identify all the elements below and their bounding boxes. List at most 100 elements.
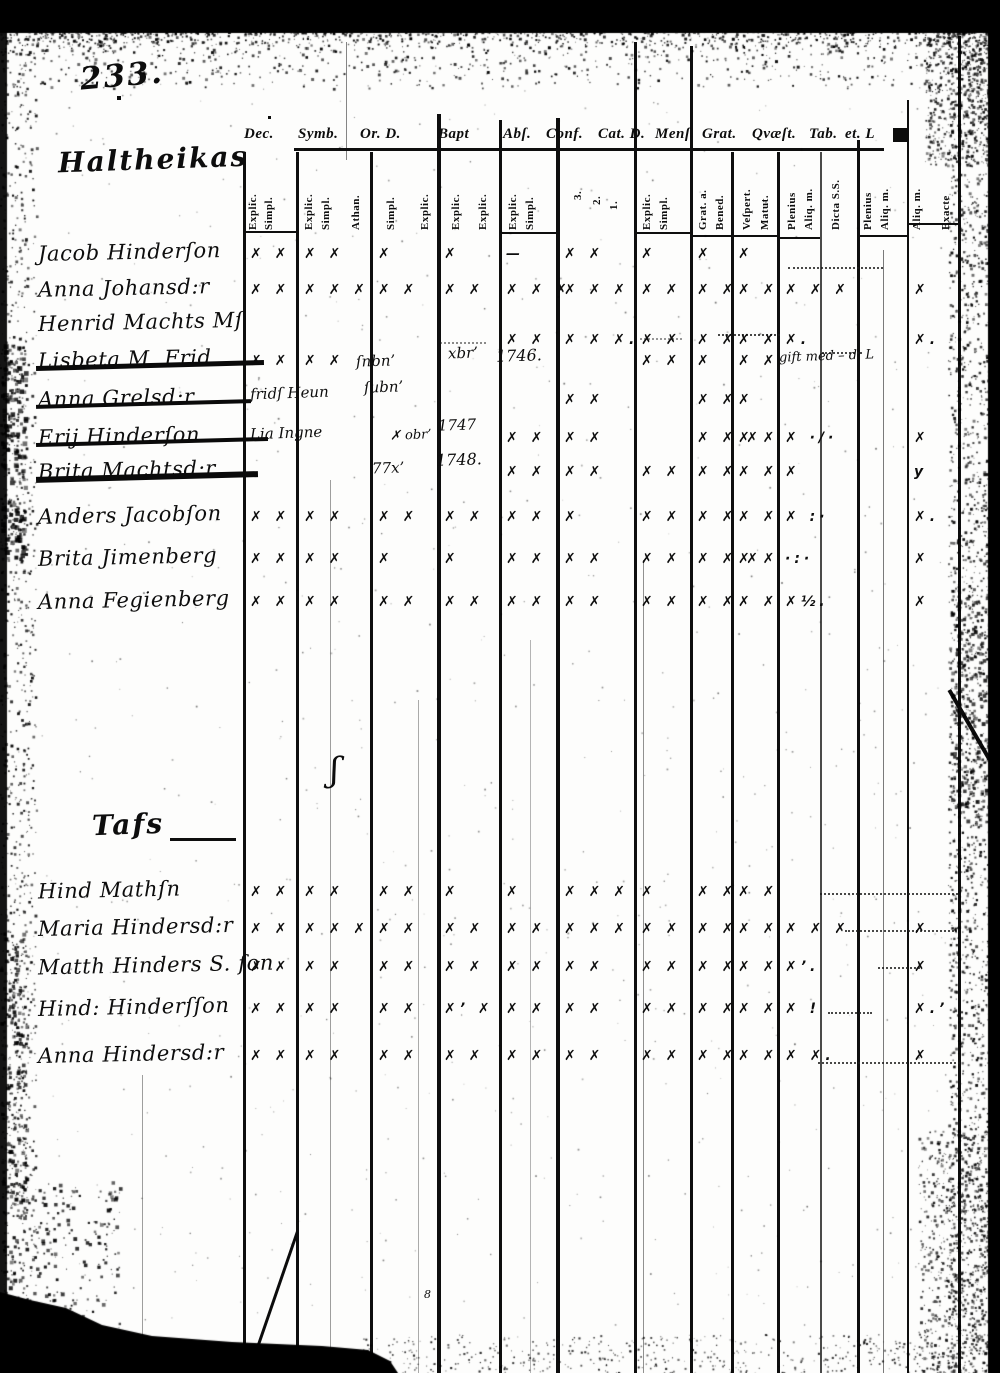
mark-cell: ✗ ✗ ✗. [564,332,639,348]
mark-cell: ✗ ✗ [738,884,779,900]
mark-cell: ✗ [914,551,930,567]
dotted-rule [788,267,883,269]
column-group-label: Conf. [546,126,584,142]
mark-cell: ✗ ✗ [506,509,547,525]
table-column-rule [820,152,822,1373]
mark-cell: ✗ ✗ [641,332,682,348]
column-sublabel: Plenius [862,192,874,230]
mark-cell: ✗ ✗ [304,884,345,900]
handwritten-annotation: 77x’ [371,458,405,478]
column-sublabel: Explic. [507,193,519,230]
mark-cell: ✗ ✗ [697,332,738,348]
mark-cell: ✗ ✗ [738,509,779,525]
column-sublabel: Explic. [641,193,653,230]
mark-cell: ✗ ✗ [564,1048,605,1064]
mark-cell: ✗ ✗ [378,282,419,298]
mark-cell: ✗ ✗ [506,959,547,975]
column-sublabel: Simpl. [658,196,670,230]
column-group-label: Tab. [809,126,838,142]
mark-cell: ✗ ✗ [250,1048,291,1064]
column-group-label: et. L [845,126,875,142]
mark-cell: ✗ [914,921,930,937]
table-header-rule [777,237,820,239]
mark-cell: ✗ ✗ [641,464,682,480]
column-group-label: Grat. [702,126,737,142]
mark-cell: ✗.’ [914,1001,949,1017]
mark-cell: ✗ ✗ [641,353,682,369]
table-column-rule [346,42,347,160]
mark-cell: ✗ [697,246,713,262]
mark-cell: ✗ ✗ [250,551,291,567]
mark-cell: ✗ [914,282,930,298]
mark-cell: ✗ ✗ [304,246,345,262]
mark-cell: ✗. [914,509,940,525]
column-group-label: Cat. D. [598,126,646,142]
mark-cell: ✗ ✗ [304,353,345,369]
mark-cell: ✗ ✗ [250,884,291,900]
mark-cell: ✗. [785,332,811,348]
mark-cell: ✗ ✗ [697,392,738,408]
person-name: Henrid Machts Mſ [37,307,244,337]
mark-cell: ✗ ✗ [378,594,419,610]
mark-cell: ✗ ✗ [506,464,547,480]
mark-cell: ✗ ✗ [304,594,345,610]
mark-cell: ✗ ✗ [697,594,738,610]
stray-glyph: 8 [424,1288,431,1301]
column-sublabel: Aliq. m. [911,188,923,230]
mark-cell: ✗ [738,246,754,262]
table-column-rule [437,114,441,1373]
table-column-rule [370,152,373,1373]
stray-stroke [253,1231,299,1357]
mark-cell: ✗ ✗ [738,1001,779,1017]
column-sublabel: Explic. [450,193,462,230]
mark-cell: ✗ ✗ [738,1048,779,1064]
column-sublabel: Athan. [350,194,362,230]
mark-cell: ✗½. [785,594,829,610]
section-title-dash [170,838,236,841]
person-name: Maria Hindersd:r [37,912,234,942]
column-sublabel: Aliq. m. [803,188,815,230]
mark-cell: ✗ ✗ [564,959,605,975]
mark-cell: ✗ ✗ [304,551,345,567]
mark-cell: ✗ ✗ [738,551,779,567]
column-sublabel: 2. [591,195,603,205]
mark-cell: ✗’ ✗ [444,1001,494,1017]
mark-cell: ✗ ✗ [304,509,345,525]
mark-cell: ✗ ! [785,1001,820,1017]
mark-cell: ✗ ✗ [304,959,345,975]
person-name: Jacob Hinderſon [37,238,222,266]
person-name: Anders Jacobſon [37,501,223,529]
mark-cell: ✗ ✗ [506,551,547,567]
mark-cell: ✗ ✗ [378,1048,419,1064]
mark-cell: ✗ ✗ ✗ [304,921,369,937]
mark-cell: ✗ ✗ [641,1001,682,1017]
mark-cell: ✗ ✗ [444,1048,485,1064]
column-group-label: Bapt [438,126,470,142]
mark-cell: ✗ ✗. [785,1048,835,1064]
column-sublabel: Dicta S.S. [830,179,842,230]
mark-cell: ✗ ✗ [738,282,779,298]
mark-cell: ✗ ✗ [444,959,485,975]
mark-cell: ✗ ✗ ✗ [564,282,629,298]
ink-blot [893,128,908,142]
mark-cell: ✗ [697,353,713,369]
table-header-rule [294,148,884,151]
page-number: 233. [78,54,165,98]
mark-cell: ✗ ✗ [641,594,682,610]
person-name: Matth Hinders S. ſon [37,950,275,980]
handwritten-annotation: fridſ Heun [249,382,330,404]
mark-cell: ✗. [914,332,940,348]
table-column-rule [634,42,637,1373]
mark-cell: ✗ ✗ [564,392,605,408]
mark-cell: ✗ [444,884,460,900]
column-sublabel: Explic. [247,193,259,230]
section-title: Haltheikas [57,139,249,180]
column-group-label: Symb. [298,126,339,142]
mark-cell: ✗ ✗ [641,1048,682,1064]
mark-cell: ✗ [914,430,930,446]
mark-cell: ✗ ✗ [697,959,738,975]
mark-cell: ✗ [738,392,754,408]
column-sublabel: Plenius [786,192,798,230]
mark-cell: ✗ ✗ [304,1048,345,1064]
